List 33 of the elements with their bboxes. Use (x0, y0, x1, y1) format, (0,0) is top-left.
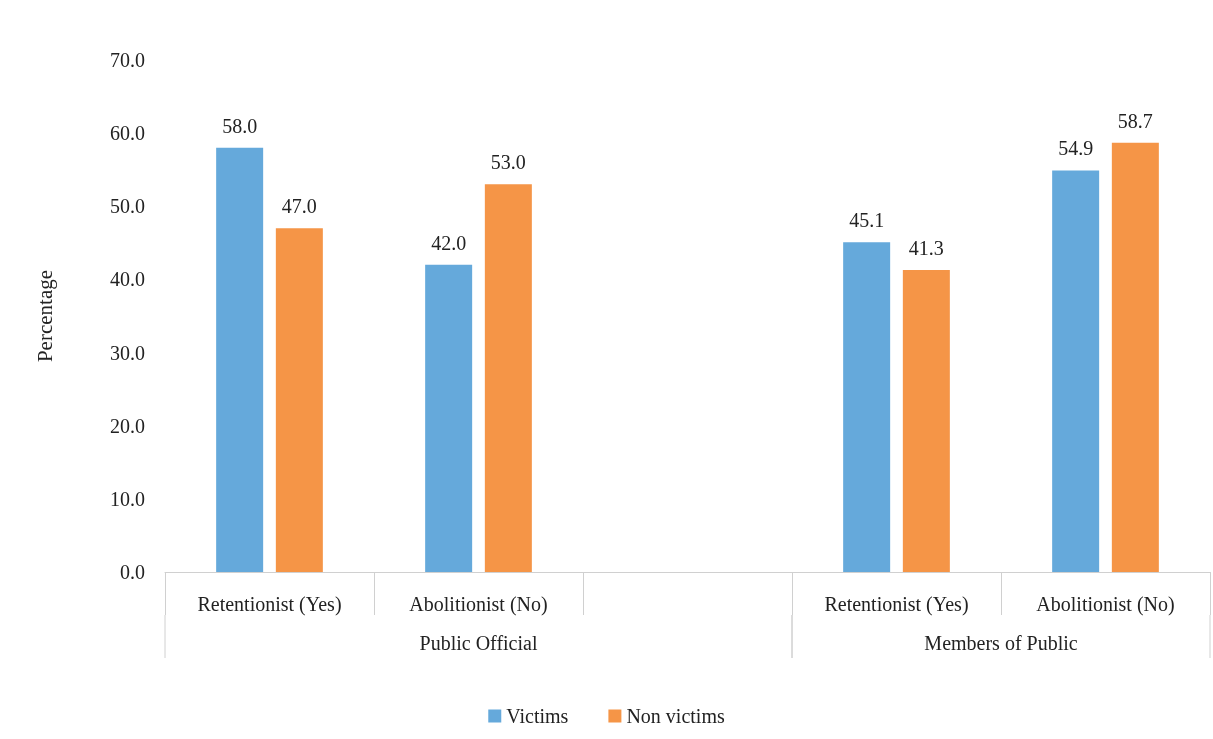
text: Members of Public (924, 632, 1078, 654)
data-label: 58.0 (222, 114, 258, 137)
data-label: 42.0 (431, 231, 467, 254)
bar (425, 264, 473, 572)
y-axis-title: Percentage (32, 269, 57, 363)
bar (1052, 170, 1100, 572)
text: Public Official (419, 632, 538, 654)
data-label: 45.1 (849, 209, 885, 232)
bar (216, 147, 264, 572)
data-label: 54.9 (1058, 137, 1094, 160)
bar (484, 184, 532, 572)
x-tick-label: Abolitionist (No) (1036, 593, 1175, 616)
data-label: 58.7 (1117, 109, 1153, 132)
y-tick-label: 70.0 (110, 49, 145, 71)
y-tick-label: 50.0 (110, 195, 145, 218)
data-label: 53.0 (490, 151, 526, 174)
y-tick-label: 0.0 (120, 561, 145, 583)
bar (275, 228, 323, 572)
x-tick-label: Abolitionist (No) (409, 593, 548, 616)
bar (1111, 142, 1159, 572)
x-tick-label: Retentionist (Yes) (824, 593, 969, 616)
bar (843, 242, 891, 572)
y-tick-label: 60.0 (110, 122, 145, 145)
bar (902, 269, 950, 572)
legend-label: Victims (506, 705, 569, 727)
data-label: 41.3 (908, 236, 944, 259)
y-tick-label: 40.0 (110, 268, 145, 291)
legend-label: Non victims (626, 705, 725, 727)
data-label: 47.0 (281, 195, 317, 218)
y-tick-label: 30.0 (110, 341, 145, 364)
x-tick-label: Retentionist (Yes) (197, 593, 342, 616)
y-tick-label: 10.0 (110, 487, 145, 510)
y-tick-label: 20.0 (110, 414, 145, 437)
